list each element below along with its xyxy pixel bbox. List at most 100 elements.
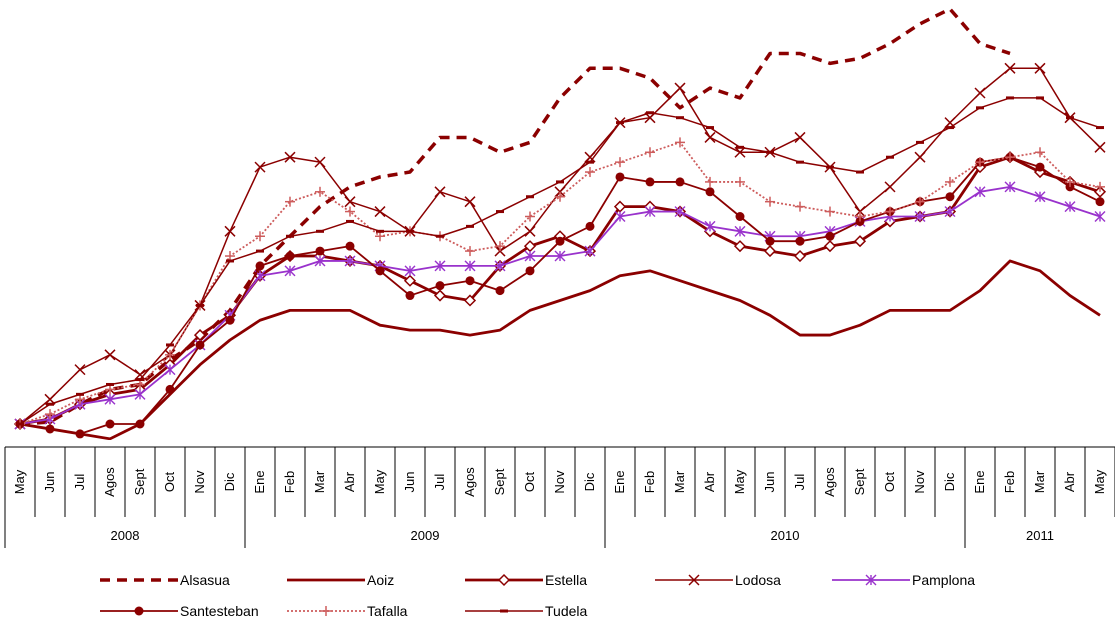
x-tick-label: Dic [222,472,237,491]
data-point [284,265,296,277]
data-point [344,196,356,208]
series-tafalla [15,137,1105,429]
data-point [765,196,775,207]
data-point [285,251,295,261]
x-tick-label: May [372,469,387,494]
legend-item-estella: Estella [465,572,587,588]
data-point [464,260,476,272]
data-point [74,364,86,376]
data-point [255,261,265,271]
data-point [344,255,356,267]
data-point [733,240,747,253]
data-point [795,236,805,246]
data-point [734,146,746,158]
x-axis: May Jun Jul Agos Sept Oct Nov Dic Ene Feb Mar Abr Ma… [4,446,1115,548]
x-tick-label: Sept [492,468,507,495]
series-line [19,185,1101,425]
x-tick-label: Nov [192,470,207,494]
data-point [105,384,115,395]
data-point [525,266,535,276]
legend-label: Alsasua [180,572,230,588]
data-point [795,201,805,212]
data-point [1065,176,1075,187]
data-point [104,349,116,361]
data-point [825,206,835,217]
data-point [675,137,685,148]
data-point [615,157,625,168]
x-tick-label: Jul [792,474,807,491]
data-point [1035,162,1045,172]
year-label: 2010 [771,528,800,543]
data-point [615,172,625,182]
data-point [315,246,325,256]
x-tick-label: Ene [972,470,987,493]
x-tick-label: Dic [942,472,957,491]
data-point [135,419,145,429]
data-point [763,245,777,258]
data-point [494,260,506,272]
series-pamplona [14,181,1106,430]
legend-item-alsasua: Alsasua [100,572,230,588]
x-tick-label: Jun [42,472,57,493]
series-lines [13,7,1107,440]
x-tick-label: Nov [912,470,927,494]
legend: Alsasua Aoiz Estella Lodosa Pamplona Santeste… [100,572,975,619]
x-tick-label: Feb [1002,471,1017,493]
series-alsasua [19,7,1011,426]
x-tick-label: May [1092,469,1107,494]
data-point [375,266,385,276]
data-point [584,151,596,163]
data-point [735,176,745,187]
data-point [525,211,535,222]
legend-marker [688,574,700,586]
data-point [884,181,896,193]
legend-label: Aoiz [367,572,394,588]
data-point [975,157,985,168]
data-point [315,186,325,197]
data-point [464,196,476,208]
legend-item-lodosa: Lodosa [655,572,781,588]
data-point [284,151,296,163]
data-point [524,225,536,237]
data-point [495,286,505,296]
data-point [45,409,55,420]
legend-marker [497,573,511,587]
data-point [224,225,236,237]
data-point [75,429,85,439]
data-point [855,211,865,222]
series-tudela [16,96,1104,426]
legend-label: Lodosa [735,572,781,588]
data-point [1064,201,1076,213]
data-point [1034,191,1046,203]
x-tick-label: Feb [282,471,297,493]
legend-item-tudela: Tudela [465,603,588,619]
data-point [823,240,837,253]
x-tick-label: Oct [882,472,897,493]
data-point [75,394,85,405]
data-point [945,192,955,202]
data-point [794,131,806,143]
data-point [225,251,235,262]
data-point [1094,141,1106,153]
data-point [914,151,926,163]
x-tick-label: Abr [342,471,357,492]
data-point [135,379,145,390]
data-point [793,249,807,263]
data-point [853,235,867,248]
data-point [165,349,175,360]
x-tick-label: Nov [552,470,567,494]
data-point [345,241,355,251]
data-point [165,384,175,394]
data-point [914,211,926,222]
data-point [465,276,475,286]
legend-item-aoiz: Aoiz [287,572,394,588]
data-point [1005,152,1015,163]
legend-label: Santesteban [180,603,259,619]
legend-label: Estella [545,572,587,588]
data-point [765,236,775,246]
data-point [105,419,115,429]
data-point [585,221,595,231]
data-point [195,340,205,350]
x-tick-label: Mar [672,470,687,493]
